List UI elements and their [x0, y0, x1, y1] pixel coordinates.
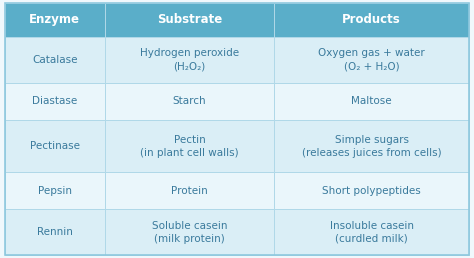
Text: Enzyme: Enzyme: [29, 13, 80, 26]
Text: Rennin: Rennin: [37, 227, 73, 237]
Text: Diastase: Diastase: [32, 96, 77, 107]
Bar: [274, 209, 469, 255]
Text: Protein: Protein: [171, 186, 208, 196]
Text: Pectin
(in plant cell walls): Pectin (in plant cell walls): [140, 135, 239, 157]
Text: Starch: Starch: [173, 96, 206, 107]
Bar: [105, 3, 274, 37]
Bar: [105, 209, 274, 255]
Bar: [274, 83, 469, 120]
Bar: [274, 172, 469, 209]
Bar: [105, 37, 274, 83]
Text: Substrate: Substrate: [157, 13, 222, 26]
Text: Pectinase: Pectinase: [30, 141, 80, 151]
Text: Hydrogen peroxide
(H₂O₂): Hydrogen peroxide (H₂O₂): [140, 49, 239, 71]
Bar: [105, 120, 274, 172]
Bar: [274, 37, 469, 83]
Bar: [105, 172, 274, 209]
Bar: [5, 83, 105, 120]
Text: Soluble casein
(milk protein): Soluble casein (milk protein): [152, 221, 227, 244]
Text: Pepsin: Pepsin: [37, 186, 72, 196]
Bar: [5, 3, 105, 37]
Bar: [5, 120, 105, 172]
Text: Products: Products: [342, 13, 401, 26]
Text: Oxygen gas + water
(O₂ + H₂O): Oxygen gas + water (O₂ + H₂O): [319, 49, 425, 71]
Text: Maltose: Maltose: [351, 96, 392, 107]
Bar: [105, 83, 274, 120]
Bar: [5, 172, 105, 209]
Bar: [274, 120, 469, 172]
Bar: [5, 209, 105, 255]
Bar: [5, 37, 105, 83]
Text: Short polypeptides: Short polypeptides: [322, 186, 421, 196]
Text: Simple sugars
(releases juices from cells): Simple sugars (releases juices from cell…: [302, 135, 441, 157]
Bar: [274, 3, 469, 37]
Text: Insoluble casein
(curdled milk): Insoluble casein (curdled milk): [330, 221, 414, 244]
Text: Catalase: Catalase: [32, 55, 77, 65]
